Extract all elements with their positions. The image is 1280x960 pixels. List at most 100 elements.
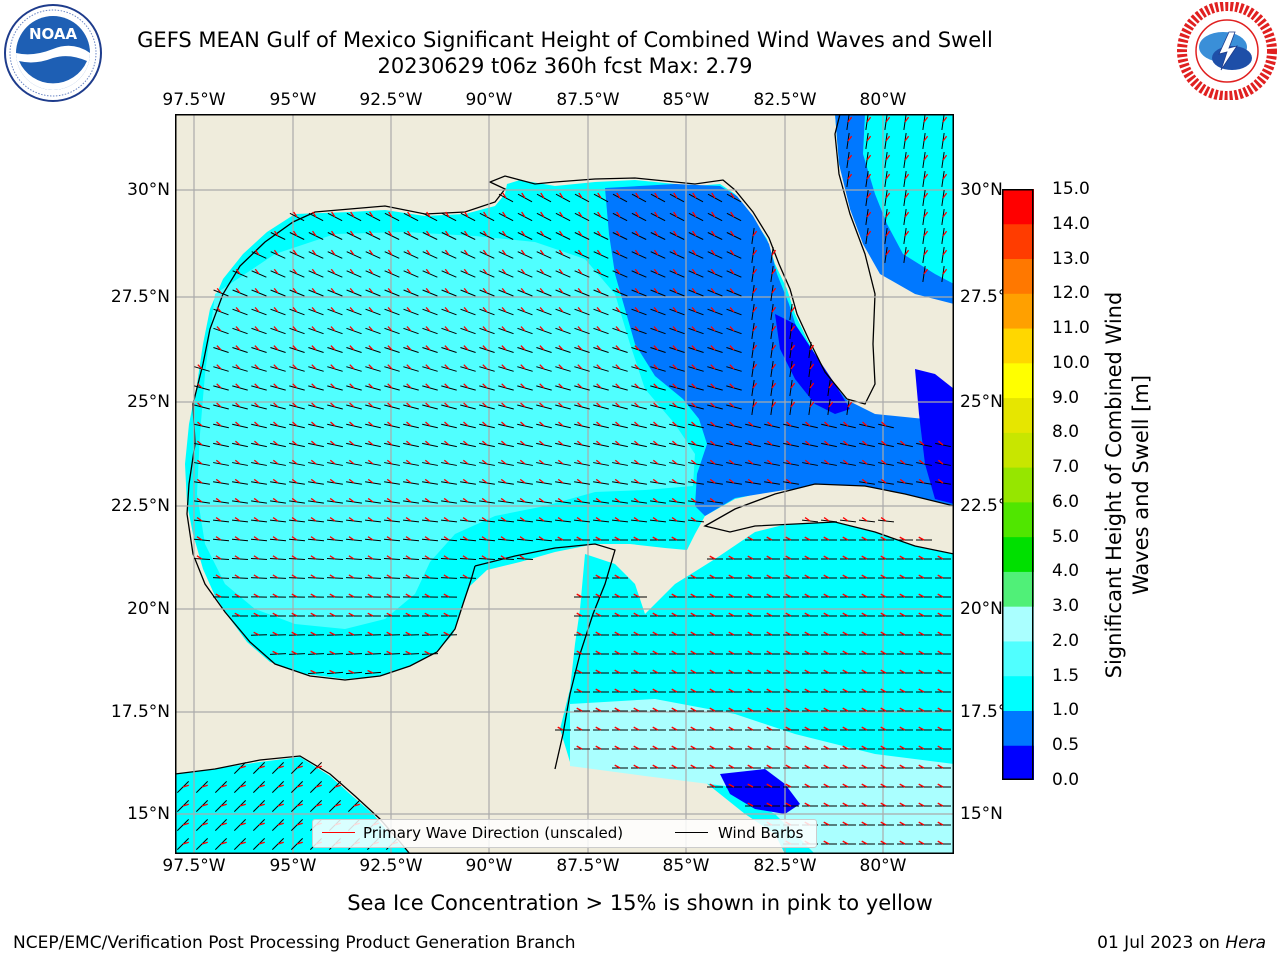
wave-direction-arrow xyxy=(296,822,303,826)
wave-direction-arrow xyxy=(766,631,773,636)
wave-direction-arrow xyxy=(766,650,773,655)
wave-direction-arrow xyxy=(425,249,431,256)
noaa-logo-text: NOAA xyxy=(29,25,78,43)
wave-direction-arrow xyxy=(462,478,469,484)
wave-direction-arrow xyxy=(652,726,659,731)
colorbar-band xyxy=(1002,536,1034,572)
wave-direction-arrow xyxy=(633,517,640,522)
colorbar-tick-label: 5.0 xyxy=(1052,526,1080,547)
wave-direction-arrow xyxy=(557,536,564,541)
wave-direction-arrow xyxy=(273,364,279,370)
wave-direction-arrow xyxy=(292,402,298,408)
wave-direction-arrow xyxy=(329,536,336,541)
colorbar-band xyxy=(1002,432,1034,468)
wave-direction-arrow xyxy=(558,230,564,237)
wave-direction-arrow xyxy=(861,536,868,541)
wave-direction-arrow xyxy=(866,173,872,180)
wave-direction-arrow xyxy=(387,287,393,294)
wave-direction-arrow xyxy=(880,593,887,598)
wave-direction-arrow xyxy=(558,440,564,446)
wave-direction-arrow xyxy=(880,821,887,826)
wave-direction-arrow xyxy=(258,822,265,826)
wave-direction-arrow xyxy=(330,307,336,313)
wave-direction-arrow xyxy=(654,211,659,218)
wave-direction-arrow xyxy=(576,707,583,712)
wave-direction-arrow xyxy=(254,402,260,408)
wave-direction-arrow xyxy=(809,382,815,389)
wave-direction-arrow xyxy=(861,650,868,655)
wave-direction-arrow xyxy=(823,821,830,826)
wave-direction-arrow xyxy=(577,268,583,275)
wave-direction-arrow xyxy=(937,650,944,655)
wave-direction-arrow xyxy=(766,478,773,484)
wave-direction-arrow xyxy=(880,459,887,465)
wave-direction-arrow xyxy=(500,497,507,503)
wave-direction-arrow xyxy=(652,478,659,484)
wave-direction-arrow xyxy=(595,745,602,750)
wave-direction-arrow xyxy=(481,536,488,541)
wave-direction-arrow xyxy=(215,574,222,579)
wave-direction-arrow xyxy=(709,650,716,655)
wave-direction-arrow xyxy=(634,307,640,313)
wave-direction-arrow xyxy=(215,555,222,560)
wave-direction-arrow xyxy=(367,650,374,655)
wave-direction-arrow xyxy=(216,345,222,351)
wave-direction-arrow xyxy=(577,249,583,256)
lon-tick-top: 95°W xyxy=(269,90,317,110)
wave-direction-arrow xyxy=(501,345,507,351)
wave-direction-arrow xyxy=(729,287,735,294)
wave-direction-arrow xyxy=(785,536,792,541)
wave-direction-arrow xyxy=(861,593,868,598)
wave-direction-arrow xyxy=(539,364,545,370)
wave-direction-arrow xyxy=(558,287,564,294)
wave-direction-arrow xyxy=(481,497,488,503)
wave-direction-arrow xyxy=(311,421,317,427)
wave-direction-arrow xyxy=(463,230,469,237)
wave-direction-arrow xyxy=(899,745,906,750)
wave-direction-arrow xyxy=(785,764,792,769)
wave-direction-arrow xyxy=(312,211,317,218)
wave-direction-arrow xyxy=(500,478,507,484)
wave-direction-arrow xyxy=(367,574,374,579)
wave-direction-arrow xyxy=(406,383,412,389)
lon-tick-bottom: 85°W xyxy=(662,856,710,876)
wave-direction-arrow xyxy=(671,478,678,484)
wave-direction-arrow xyxy=(633,745,640,750)
wave-direction-arrow xyxy=(923,154,929,161)
lon-tick-top: 82.5°W xyxy=(753,90,817,110)
colorbar xyxy=(1002,189,1034,780)
wave-direction-arrow xyxy=(220,841,227,845)
wave-direction-arrow xyxy=(311,440,317,446)
wave-direction-arrow xyxy=(406,249,412,256)
wave-direction-arrow xyxy=(277,765,284,769)
wave-direction-arrow xyxy=(614,764,621,769)
wave-direction-arrow xyxy=(847,116,853,123)
lon-tick-bottom: 95°W xyxy=(269,856,317,876)
wave-direction-arrow xyxy=(463,440,469,446)
wave-direction-arrow xyxy=(576,650,583,655)
wave-direction-arrow xyxy=(596,326,602,332)
wave-direction-arrow xyxy=(577,287,583,294)
wave-direction-arrow xyxy=(273,421,279,427)
wave-direction-arrow xyxy=(539,249,545,256)
wave-direction-arrow xyxy=(672,345,678,351)
wave-direction-arrow xyxy=(424,612,431,617)
wave-direction-arrow xyxy=(804,536,811,541)
wave-direction-arrow xyxy=(710,287,716,294)
wave-direction-arrow xyxy=(387,402,393,408)
wave-direction-arrow xyxy=(861,745,868,750)
wave-direction-arrow xyxy=(766,612,773,617)
wave-direction-arrow xyxy=(804,650,811,655)
lon-tick-bottom: 92.5°W xyxy=(359,856,423,876)
wave-direction-arrow xyxy=(771,363,777,370)
wave-direction-arrow xyxy=(766,574,773,579)
wave-direction-arrow xyxy=(923,249,929,256)
wave-direction-arrow xyxy=(234,555,241,560)
wave-direction-arrow xyxy=(767,421,773,427)
wave-direction-arrow xyxy=(766,688,773,693)
lon-tick-bottom: 82.5°W xyxy=(753,856,817,876)
wave-direction-arrow xyxy=(291,478,298,484)
wave-direction-arrow xyxy=(899,574,906,579)
wave-direction-arrow xyxy=(424,593,431,598)
wind-barb-legend-swatch xyxy=(675,832,708,833)
